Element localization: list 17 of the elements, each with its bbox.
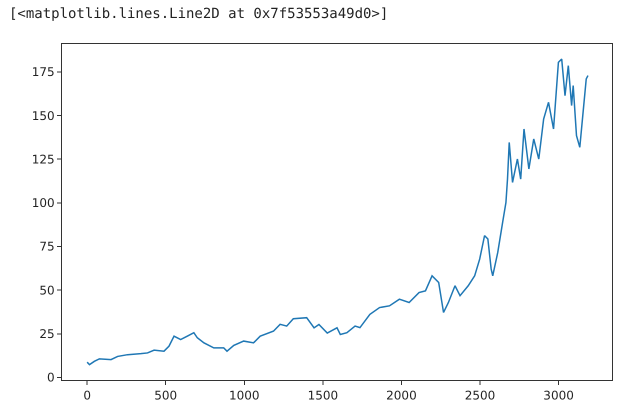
- y-tick-label: 0: [46, 370, 55, 385]
- y-tick-label: 25: [39, 326, 55, 341]
- x-tick-label: 1500: [308, 388, 338, 402]
- y-tick-label: 100: [32, 196, 55, 210]
- text: [<matplotlib.lines.Line2D at 0x7f53553a49d0>]: [9, 6, 388, 22]
- x-tick-label: 2500: [464, 388, 496, 402]
- y-tick-label: 50: [39, 283, 55, 298]
- y-tick-label: 125: [32, 152, 55, 166]
- x-tick-label: 500: [154, 388, 178, 402]
- y-tick-label: 75: [39, 240, 55, 254]
- x-tick-label: 1000: [229, 388, 260, 402]
- y-tick-label: 150: [32, 108, 55, 123]
- x-tick-label: 2000: [386, 388, 417, 402]
- x-tick-label: 3000: [543, 388, 574, 402]
- line-series: [86, 58, 589, 366]
- y-tick-label: 175: [32, 65, 55, 80]
- x-tick-label: 0: [83, 388, 91, 402]
